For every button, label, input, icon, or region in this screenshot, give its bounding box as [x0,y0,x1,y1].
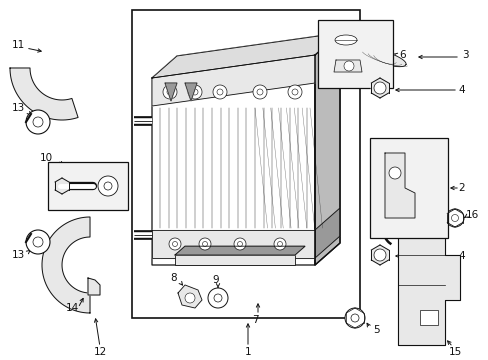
Polygon shape [175,246,305,255]
Circle shape [373,82,385,94]
Circle shape [345,308,364,328]
Text: 6: 6 [399,50,406,60]
Polygon shape [164,83,177,101]
Text: 2: 2 [458,183,465,193]
Polygon shape [314,208,339,258]
Text: 13: 13 [11,250,24,260]
Circle shape [184,293,195,303]
Text: 5: 5 [373,325,380,335]
Bar [419,310,437,325]
Polygon shape [370,245,388,265]
Text: 7: 7 [251,315,258,325]
Text: 4: 4 [458,251,465,261]
Circle shape [373,249,385,261]
Polygon shape [447,209,462,227]
Polygon shape [363,49,405,67]
Ellipse shape [334,35,356,45]
Polygon shape [152,33,339,78]
Circle shape [213,85,226,99]
Circle shape [287,85,302,99]
Text: 1: 1 [244,347,251,357]
Polygon shape [184,83,197,101]
Polygon shape [333,60,361,72]
Circle shape [234,238,245,250]
Polygon shape [314,33,339,265]
Bar [175,255,294,265]
Polygon shape [42,217,90,313]
Bar [317,20,392,88]
Circle shape [187,85,202,99]
Circle shape [163,85,177,99]
Circle shape [199,238,210,250]
Circle shape [252,85,266,99]
Bar [48,162,128,210]
Text: 17: 17 [373,205,386,215]
Polygon shape [397,220,459,345]
Polygon shape [152,230,314,258]
Text: 14: 14 [65,303,79,313]
Polygon shape [178,285,202,308]
Polygon shape [10,68,78,120]
Text: 13: 13 [11,103,24,113]
Text: 3: 3 [461,50,468,60]
Polygon shape [152,33,339,78]
Circle shape [169,238,181,250]
Text: 9: 9 [212,275,219,285]
Text: 4: 4 [458,85,465,95]
Circle shape [26,230,50,254]
Polygon shape [152,55,314,106]
Text: 16: 16 [465,210,478,220]
Circle shape [445,209,463,227]
Bar [414,220,436,234]
Text: 11: 11 [11,40,24,50]
Circle shape [26,110,50,134]
Circle shape [343,61,353,71]
Text: 8: 8 [170,273,177,283]
Circle shape [207,288,227,308]
Circle shape [388,167,400,179]
Text: 10: 10 [40,153,52,163]
Polygon shape [55,178,69,194]
Polygon shape [152,55,314,265]
Polygon shape [384,153,414,218]
Polygon shape [88,278,100,295]
Bar [369,138,447,238]
Circle shape [273,238,285,250]
Polygon shape [370,78,388,98]
Text: 15: 15 [447,347,461,357]
Text: 12: 12 [93,347,106,357]
Circle shape [98,176,118,196]
Polygon shape [314,33,339,265]
Bar [132,10,359,318]
